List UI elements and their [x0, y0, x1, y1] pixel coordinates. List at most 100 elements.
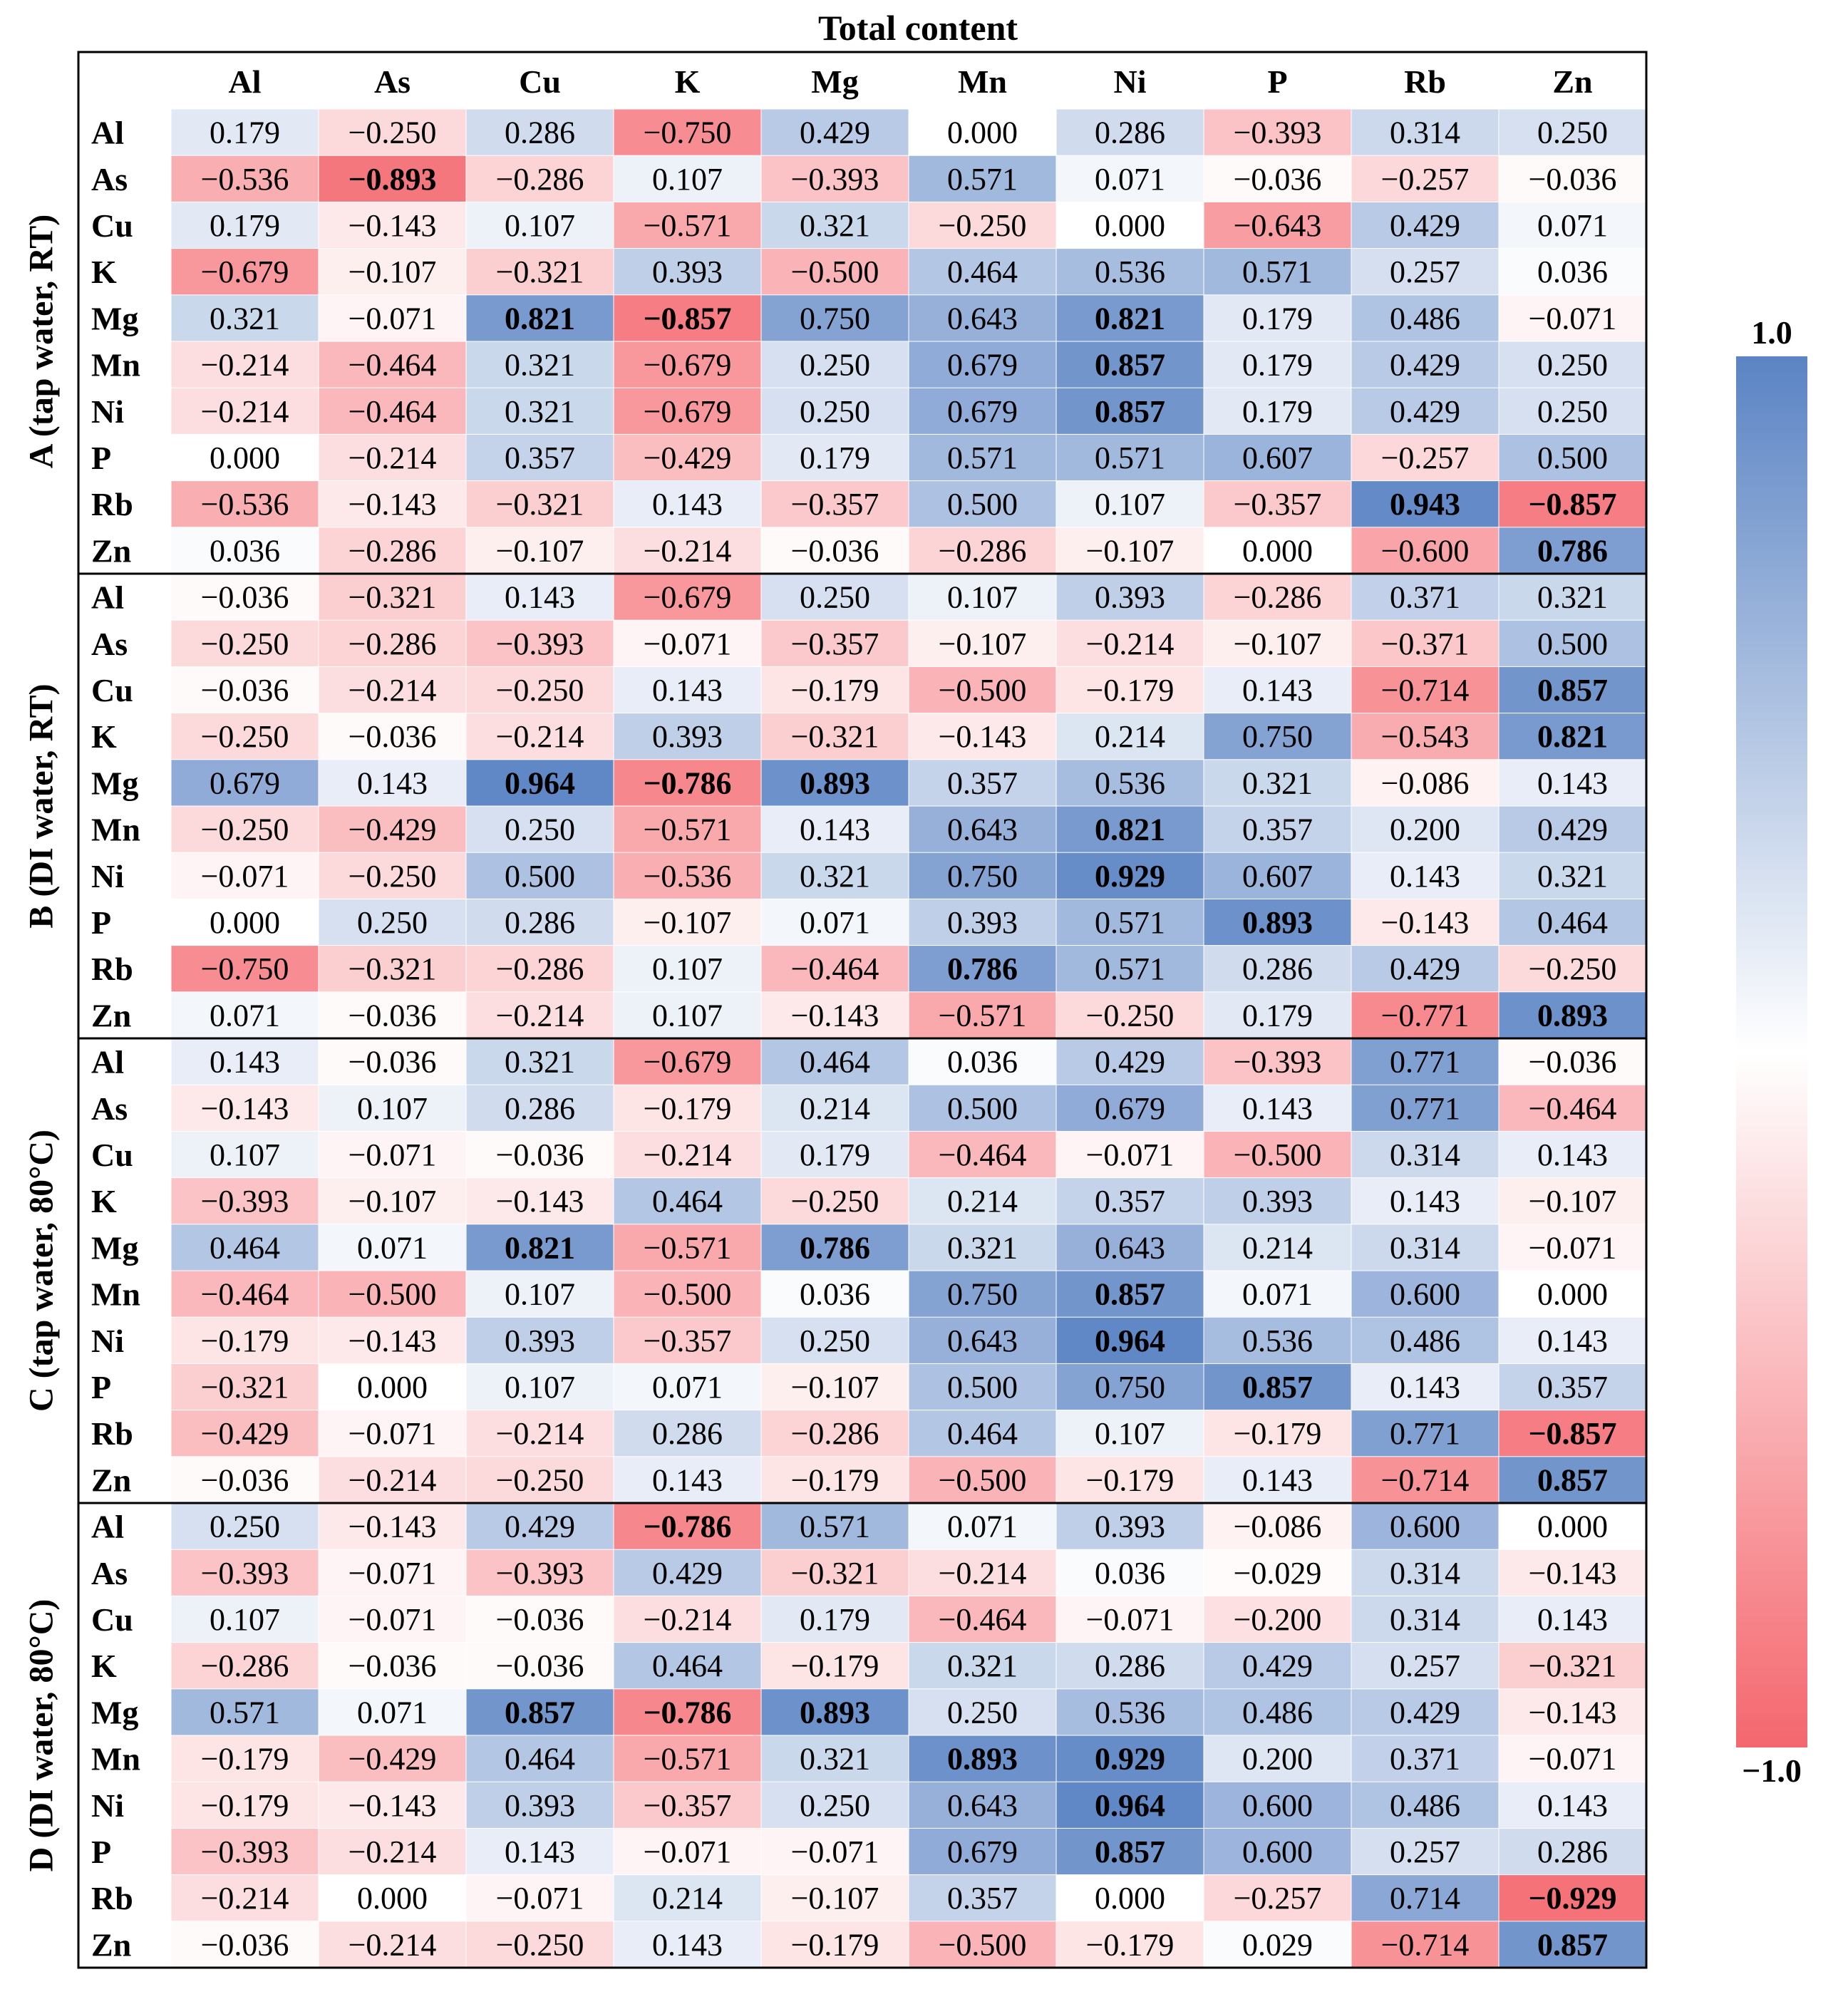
heatmap-cell [466, 806, 614, 852]
cell-value-label: 0.107 [210, 1137, 280, 1172]
heatmap-cell [1351, 481, 1499, 527]
cell-value-label: 0.036 [1537, 254, 1608, 289]
cell-value-label: −0.714 [1381, 1462, 1470, 1497]
cell-value-label: 0.000 [1537, 1509, 1608, 1544]
row-label-cu: Cu [91, 672, 133, 708]
cell-value-label: 0.393 [1095, 580, 1165, 615]
heatmap-cell [319, 713, 466, 760]
cell-value-label: 0.857 [1537, 673, 1608, 708]
cell-value-label: 0.314 [1390, 1602, 1460, 1637]
cell-value-label: 0.464 [1537, 905, 1608, 940]
cell-value-label: 0.179 [800, 440, 870, 475]
heatmap-cell [1499, 713, 1646, 760]
cell-value-label: 0.429 [652, 1556, 723, 1591]
row-label-rb: Rb [91, 486, 133, 522]
heatmap-cell [614, 992, 761, 1038]
heatmap-cell [909, 1363, 1056, 1410]
heatmap-cell [761, 1503, 909, 1549]
cell-value-label: 0.029 [1242, 1927, 1313, 1962]
cell-value-label: −0.464 [349, 394, 437, 429]
heatmap-cell [171, 1038, 319, 1085]
cell-value-label: 0.500 [947, 1370, 1018, 1405]
cell-value-label: 0.371 [1390, 580, 1460, 615]
cell-value-label: 0.571 [947, 440, 1018, 475]
row-label-p: P [91, 1369, 111, 1405]
cell-value-label: 0.821 [505, 1230, 575, 1265]
cell-value-label: −0.679 [644, 1045, 732, 1080]
heatmap-cell [1204, 620, 1351, 666]
row-label-as: As [91, 626, 128, 662]
cell-value-label: −0.179 [1086, 673, 1175, 708]
heatmap-cell [909, 295, 1056, 341]
heatmap-cell [909, 1317, 1056, 1363]
heatmap-cell [1351, 1224, 1499, 1271]
cell-value-label: 0.600 [1242, 1788, 1313, 1823]
heatmap-cell [761, 1457, 909, 1503]
cell-value-label: 0.321 [800, 208, 870, 243]
cell-value-label: 0.857 [1242, 1370, 1313, 1405]
column-header-k: K [675, 63, 701, 100]
cell-value-label: 0.143 [800, 812, 870, 847]
heatmap-cell [171, 1596, 319, 1643]
cell-value-label: 0.500 [1537, 626, 1608, 661]
heatmap-cell [1056, 806, 1204, 852]
cell-value-label: 0.571 [1095, 905, 1165, 940]
column-header-cu: Cu [519, 63, 561, 100]
cell-value-label: −0.107 [644, 905, 732, 940]
cell-value-label: −0.086 [1234, 1509, 1322, 1544]
cell-value-label: 0.357 [1095, 1184, 1165, 1219]
cell-value-label: −0.179 [201, 1323, 289, 1358]
heatmap-cell [171, 1131, 319, 1178]
group-label: D (DI water, 80°C) [23, 1599, 61, 1872]
heatmap-cell [319, 992, 466, 1038]
cell-value-label: 0.429 [505, 1509, 575, 1544]
heatmap-cell [319, 1224, 466, 1271]
heatmap-cell [1499, 992, 1646, 1038]
heatmap-cell [466, 620, 614, 666]
heatmap-cell [909, 806, 1056, 852]
cell-value-label: −0.107 [791, 1881, 879, 1916]
cell-value-label: 0.286 [505, 115, 575, 150]
cell-value-label: 0.643 [947, 301, 1018, 336]
heatmap-cell [1056, 434, 1204, 481]
heatmap-cell [1204, 899, 1351, 946]
heatmap-cell [171, 1363, 319, 1410]
cell-value-label: −0.143 [939, 719, 1027, 754]
cell-value-label: 0.257 [1390, 1834, 1460, 1869]
cell-value-label: −0.929 [1528, 1881, 1616, 1916]
cell-value-label: −0.029 [1234, 1556, 1322, 1591]
cell-value-label: 0.179 [1242, 998, 1313, 1033]
row-label-mn: Mn [91, 1741, 140, 1777]
cell-value-label: 0.250 [1537, 348, 1608, 383]
cell-value-label: 0.571 [210, 1695, 280, 1730]
heatmap-cell [1056, 295, 1204, 341]
cell-value-label: 0.200 [1242, 1742, 1313, 1777]
heatmap-cell [1056, 1271, 1204, 1317]
cell-value-label: 0.857 [1095, 394, 1165, 429]
cell-value-label: 0.750 [1095, 1370, 1165, 1405]
cell-value-label: −0.393 [496, 1556, 584, 1591]
cell-value-label: 0.679 [947, 394, 1018, 429]
cell-value-label: −0.500 [349, 1277, 437, 1312]
cell-value-label: −0.179 [1234, 1416, 1322, 1451]
cell-value-label: 0.464 [800, 1045, 870, 1080]
cell-value-label: 0.821 [1537, 719, 1608, 754]
heatmap-cell [1499, 760, 1646, 806]
heatmap-cell [614, 1643, 761, 1689]
heatmap-cell [319, 574, 466, 620]
cell-value-label: −0.214 [496, 1416, 584, 1451]
cell-value-label: 0.679 [947, 1834, 1018, 1869]
heatmap-cell [761, 1363, 909, 1410]
cell-value-label: 0.250 [800, 348, 870, 383]
heatmap-cell [319, 760, 466, 806]
heatmap-cell [1351, 1317, 1499, 1363]
heatmap-cell [761, 295, 909, 341]
cell-value-label: 0.071 [1537, 208, 1608, 243]
cell-value-label: 0.107 [505, 208, 575, 243]
heatmap-cell [171, 155, 319, 202]
row-label-rb: Rb [91, 1880, 133, 1916]
cell-value-label: 0.321 [947, 1230, 1018, 1265]
cell-value-label: 0.286 [1095, 115, 1165, 150]
heatmap-cell [1351, 760, 1499, 806]
heatmap-cell [171, 1085, 319, 1131]
